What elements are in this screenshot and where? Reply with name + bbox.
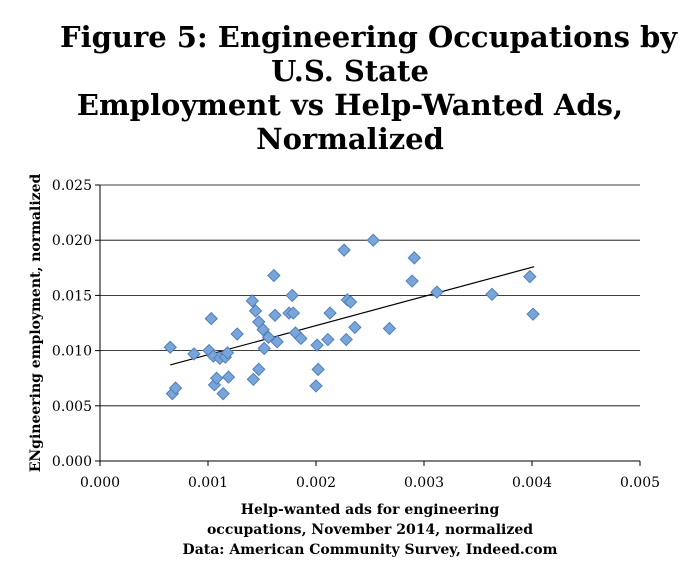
x-tick-label: 0.005 bbox=[620, 475, 660, 491]
data-point bbox=[221, 370, 236, 384]
data-points bbox=[163, 233, 540, 401]
data-point bbox=[209, 371, 224, 385]
x-tick-label: 0.000 bbox=[80, 475, 120, 491]
data-point bbox=[270, 335, 284, 349]
x-axis-label-line: Help-wanted ads for engineering bbox=[240, 502, 500, 518]
x-tick-label: 0.004 bbox=[512, 475, 552, 491]
data-point bbox=[309, 379, 323, 393]
data-point bbox=[187, 347, 201, 361]
data-point bbox=[286, 306, 301, 320]
data-point bbox=[285, 288, 299, 303]
y-tick-label: 0.020 bbox=[52, 233, 92, 249]
x-axis-label-line: Data: American Community Survey, Indeed.… bbox=[182, 542, 558, 558]
trendline bbox=[170, 266, 535, 366]
data-point bbox=[343, 295, 358, 309]
data-point bbox=[261, 330, 276, 345]
data-point bbox=[230, 327, 244, 341]
x-tick-label: 0.002 bbox=[296, 475, 336, 491]
trendline-group bbox=[170, 266, 535, 366]
chart-title-line: Employment vs Help-Wanted Ads, bbox=[76, 88, 624, 122]
y-tick-label: 0.025 bbox=[52, 178, 92, 194]
data-point bbox=[246, 372, 261, 387]
data-point bbox=[220, 346, 235, 360]
data-point bbox=[257, 341, 271, 356]
data-point bbox=[248, 304, 263, 318]
x-axis-label-line: occupations, November 2014, normalized bbox=[206, 522, 534, 538]
data-point bbox=[267, 268, 281, 283]
y-tick-label: 0.015 bbox=[52, 288, 92, 304]
data-point bbox=[405, 274, 419, 288]
data-point bbox=[339, 332, 353, 347]
data-point bbox=[268, 308, 282, 322]
chart-title-line: Normalized bbox=[256, 122, 444, 156]
data-point bbox=[294, 331, 308, 346]
y-tick-label: 0.005 bbox=[52, 399, 92, 415]
data-point bbox=[216, 386, 230, 401]
data-point bbox=[348, 320, 362, 335]
data-point bbox=[163, 340, 177, 354]
y-tick-labels: 0.000 0.005 0.010 0.015 0.020 0.025 bbox=[52, 178, 92, 470]
data-point bbox=[523, 269, 537, 284]
chart-title-line: U.S. State bbox=[271, 54, 429, 88]
data-point bbox=[430, 285, 444, 299]
data-point bbox=[382, 321, 397, 336]
data-point bbox=[310, 338, 324, 352]
x-tick-label: 0.003 bbox=[404, 475, 444, 491]
x-axis-label: Help-wanted ads for engineering occupati… bbox=[100, 500, 640, 560]
data-point bbox=[256, 322, 270, 337]
gridlines bbox=[100, 184, 640, 407]
data-point bbox=[323, 306, 337, 320]
data-point bbox=[337, 243, 351, 257]
data-point bbox=[168, 381, 183, 395]
chart-title: Figure 5: Engineering Occupations by U.S… bbox=[60, 20, 678, 156]
data-point bbox=[204, 311, 218, 326]
y-axis-label: ENgineering employment, normalized bbox=[28, 174, 44, 473]
y-tick-label: 0.000 bbox=[52, 454, 92, 470]
data-point bbox=[485, 287, 499, 302]
axes bbox=[95, 184, 641, 466]
data-point bbox=[245, 294, 259, 308]
data-point bbox=[526, 307, 540, 321]
x-tick-label: 0.001 bbox=[188, 475, 228, 491]
data-point bbox=[252, 362, 266, 377]
y-tick-label: 0.010 bbox=[52, 344, 92, 360]
data-point bbox=[407, 251, 421, 265]
data-point bbox=[321, 332, 335, 347]
data-point bbox=[366, 233, 380, 247]
data-point bbox=[311, 362, 325, 377]
x-tick-labels: 0.000 0.001 0.002 0.003 0.004 0.005 bbox=[80, 475, 660, 491]
chart-title-line: Figure 5: Engineering Occupations by bbox=[60, 20, 678, 54]
